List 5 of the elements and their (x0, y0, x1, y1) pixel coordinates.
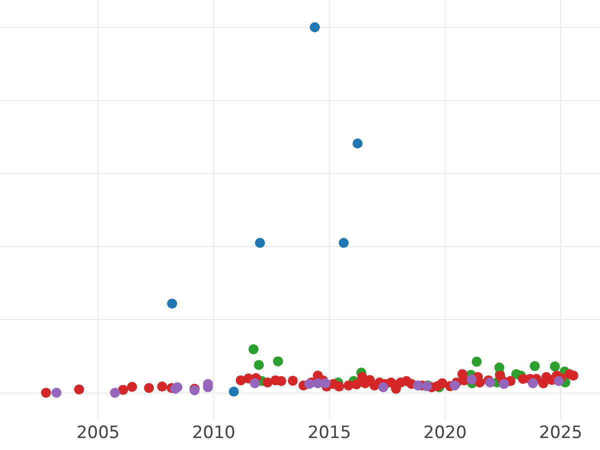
x-tick-label: 2010 (192, 423, 236, 443)
x-tick-label: 2020 (423, 423, 467, 443)
x-tick-label: 2005 (76, 423, 120, 443)
x-tick-label: 2015 (308, 423, 352, 443)
x-tick-label: 2025 (539, 423, 582, 443)
